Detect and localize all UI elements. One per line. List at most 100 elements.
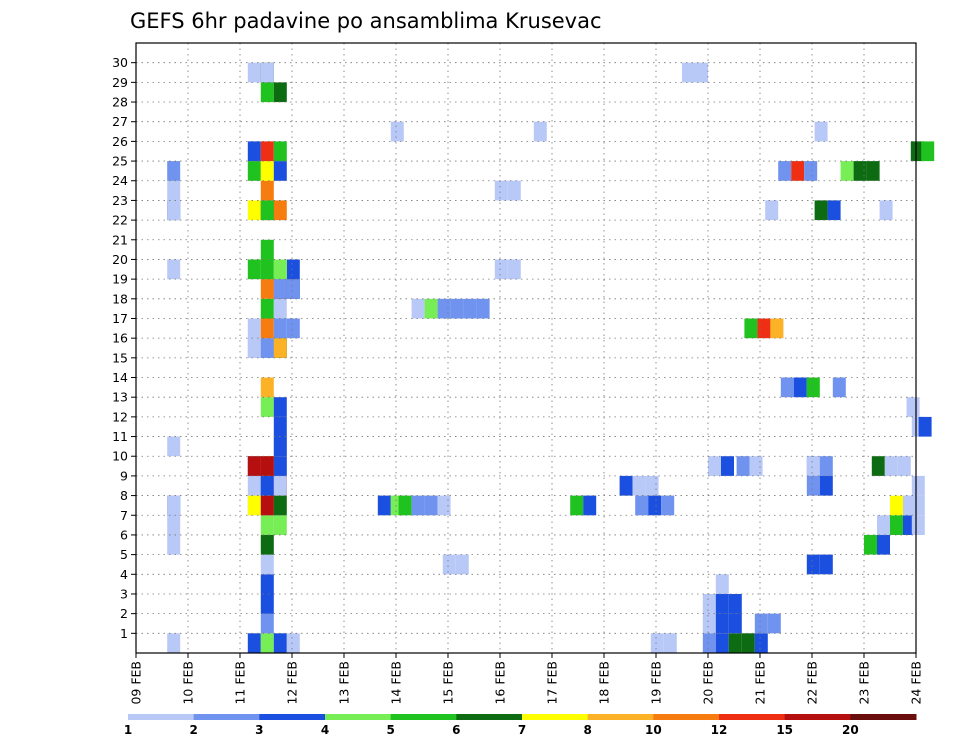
heatmap-cell bbox=[398, 495, 412, 516]
heatmap-cell bbox=[286, 633, 300, 653]
heatmap-cell bbox=[806, 554, 820, 575]
legend-swatch bbox=[128, 714, 195, 720]
heatmap-cell bbox=[793, 377, 807, 398]
heatmap-cell bbox=[494, 180, 508, 201]
heatmap-cell bbox=[877, 515, 890, 535]
heatmap-cell bbox=[377, 495, 391, 516]
heatmap-cell bbox=[273, 200, 287, 221]
heatmap-cell bbox=[494, 259, 508, 280]
y-tick-label: 18 bbox=[112, 291, 128, 306]
heatmap-cell bbox=[247, 456, 261, 476]
heatmap-cell bbox=[167, 200, 181, 221]
heatmap-cell bbox=[167, 515, 181, 535]
heatmap-cell bbox=[286, 318, 300, 339]
y-tick-label: 1 bbox=[120, 626, 128, 641]
heatmap-cell bbox=[260, 279, 274, 299]
legend-swatch bbox=[850, 714, 917, 720]
heatmap-cell bbox=[286, 279, 300, 299]
legend-label: 7 bbox=[518, 723, 526, 737]
heatmap-cell bbox=[260, 239, 274, 260]
y-tick-label: 22 bbox=[112, 213, 128, 228]
heatmap-cell bbox=[424, 495, 438, 516]
heatmap-cell bbox=[260, 82, 274, 103]
y-tick-label: 17 bbox=[112, 311, 128, 326]
heatmap-cell bbox=[695, 62, 708, 83]
heatmap-cell bbox=[260, 180, 274, 201]
heatmap-cell bbox=[770, 318, 784, 339]
legend-label: 5 bbox=[386, 723, 394, 737]
heatmap-cell bbox=[897, 456, 911, 476]
y-tick-label: 28 bbox=[112, 95, 128, 110]
heatmap-cell bbox=[507, 180, 521, 201]
heatmap-cell bbox=[728, 594, 742, 614]
heatmap-cell bbox=[260, 318, 274, 339]
x-tick-label: 24 FEB bbox=[909, 661, 924, 705]
heatmap-cell bbox=[260, 633, 274, 653]
legend-label: 20 bbox=[842, 723, 859, 737]
heatmap-cell bbox=[661, 495, 675, 516]
heatmap-cell bbox=[728, 613, 742, 634]
heatmap-cell bbox=[455, 554, 469, 575]
heatmap-cell bbox=[736, 456, 750, 476]
heatmap-cell bbox=[437, 298, 451, 319]
heatmap-cell bbox=[273, 141, 287, 162]
heatmap-cell bbox=[911, 475, 925, 496]
heatmap-cell bbox=[778, 161, 792, 181]
x-tick-label: 09 FEB bbox=[129, 661, 144, 705]
heatmap-cell bbox=[260, 515, 274, 535]
heatmap-cell bbox=[819, 475, 833, 496]
heatmap-cell bbox=[260, 495, 274, 516]
heatmap-cell bbox=[921, 141, 935, 162]
heatmap-cells bbox=[167, 62, 935, 653]
heatmap-cell bbox=[247, 318, 261, 339]
heatmap-cell bbox=[260, 456, 274, 476]
heatmap-cell bbox=[247, 161, 261, 181]
legend-label: 1 bbox=[124, 723, 132, 737]
heatmap-cell bbox=[450, 298, 464, 319]
heatmap-cell bbox=[273, 416, 287, 437]
heatmap-cell bbox=[273, 279, 287, 299]
heatmap-cell bbox=[682, 62, 695, 83]
legend-swatch bbox=[325, 714, 392, 720]
heatmap-cell bbox=[728, 633, 742, 653]
heatmap-cell bbox=[273, 436, 287, 457]
legend-swatch bbox=[522, 714, 589, 720]
heatmap-cell bbox=[884, 456, 898, 476]
legend-swatch bbox=[653, 714, 720, 720]
y-tick-label: 2 bbox=[120, 606, 128, 621]
heatmap-cell bbox=[918, 416, 932, 437]
heatmap-cell bbox=[273, 161, 287, 181]
legend-swatch bbox=[259, 714, 326, 720]
heatmap-cell bbox=[632, 475, 646, 496]
heatmap-cell bbox=[273, 456, 287, 476]
heatmap-cell bbox=[247, 141, 261, 162]
x-tick-label: 23 FEB bbox=[857, 661, 872, 705]
heatmap-cell bbox=[814, 200, 828, 221]
heatmap-cell bbox=[853, 161, 867, 181]
y-tick-label: 19 bbox=[112, 272, 128, 287]
heatmap-cell bbox=[715, 574, 729, 594]
x-tick-label: 21 FEB bbox=[753, 661, 768, 705]
heatmap-cell bbox=[754, 633, 768, 653]
x-tick-label: 16 FEB bbox=[493, 661, 508, 705]
heatmap-cell bbox=[463, 298, 477, 319]
heatmap-cell bbox=[906, 397, 920, 417]
heatmap-cell bbox=[167, 436, 181, 457]
heatmap-cell bbox=[570, 495, 584, 516]
color-legend: 1 2 3 4 5 6 7 8 10 12 15 20 bbox=[124, 714, 917, 737]
heatmap-cell bbox=[260, 534, 274, 555]
x-tick-label: 14 FEB bbox=[389, 661, 404, 705]
y-tick-label: 16 bbox=[112, 331, 128, 346]
y-tick-label: 21 bbox=[112, 232, 128, 247]
heatmap-cell bbox=[819, 554, 833, 575]
y-tick-label: 7 bbox=[120, 508, 128, 523]
heatmap-cell bbox=[247, 633, 261, 653]
heatmap-cell bbox=[708, 456, 721, 476]
heatmap-cell bbox=[260, 259, 274, 280]
heatmap-cell bbox=[814, 121, 828, 142]
heatmap-cell bbox=[806, 475, 820, 496]
heatmap-cell bbox=[879, 200, 893, 221]
heatmap-cell bbox=[780, 377, 794, 398]
y-tick-label: 26 bbox=[112, 134, 128, 149]
heatmap-cell bbox=[247, 259, 261, 280]
